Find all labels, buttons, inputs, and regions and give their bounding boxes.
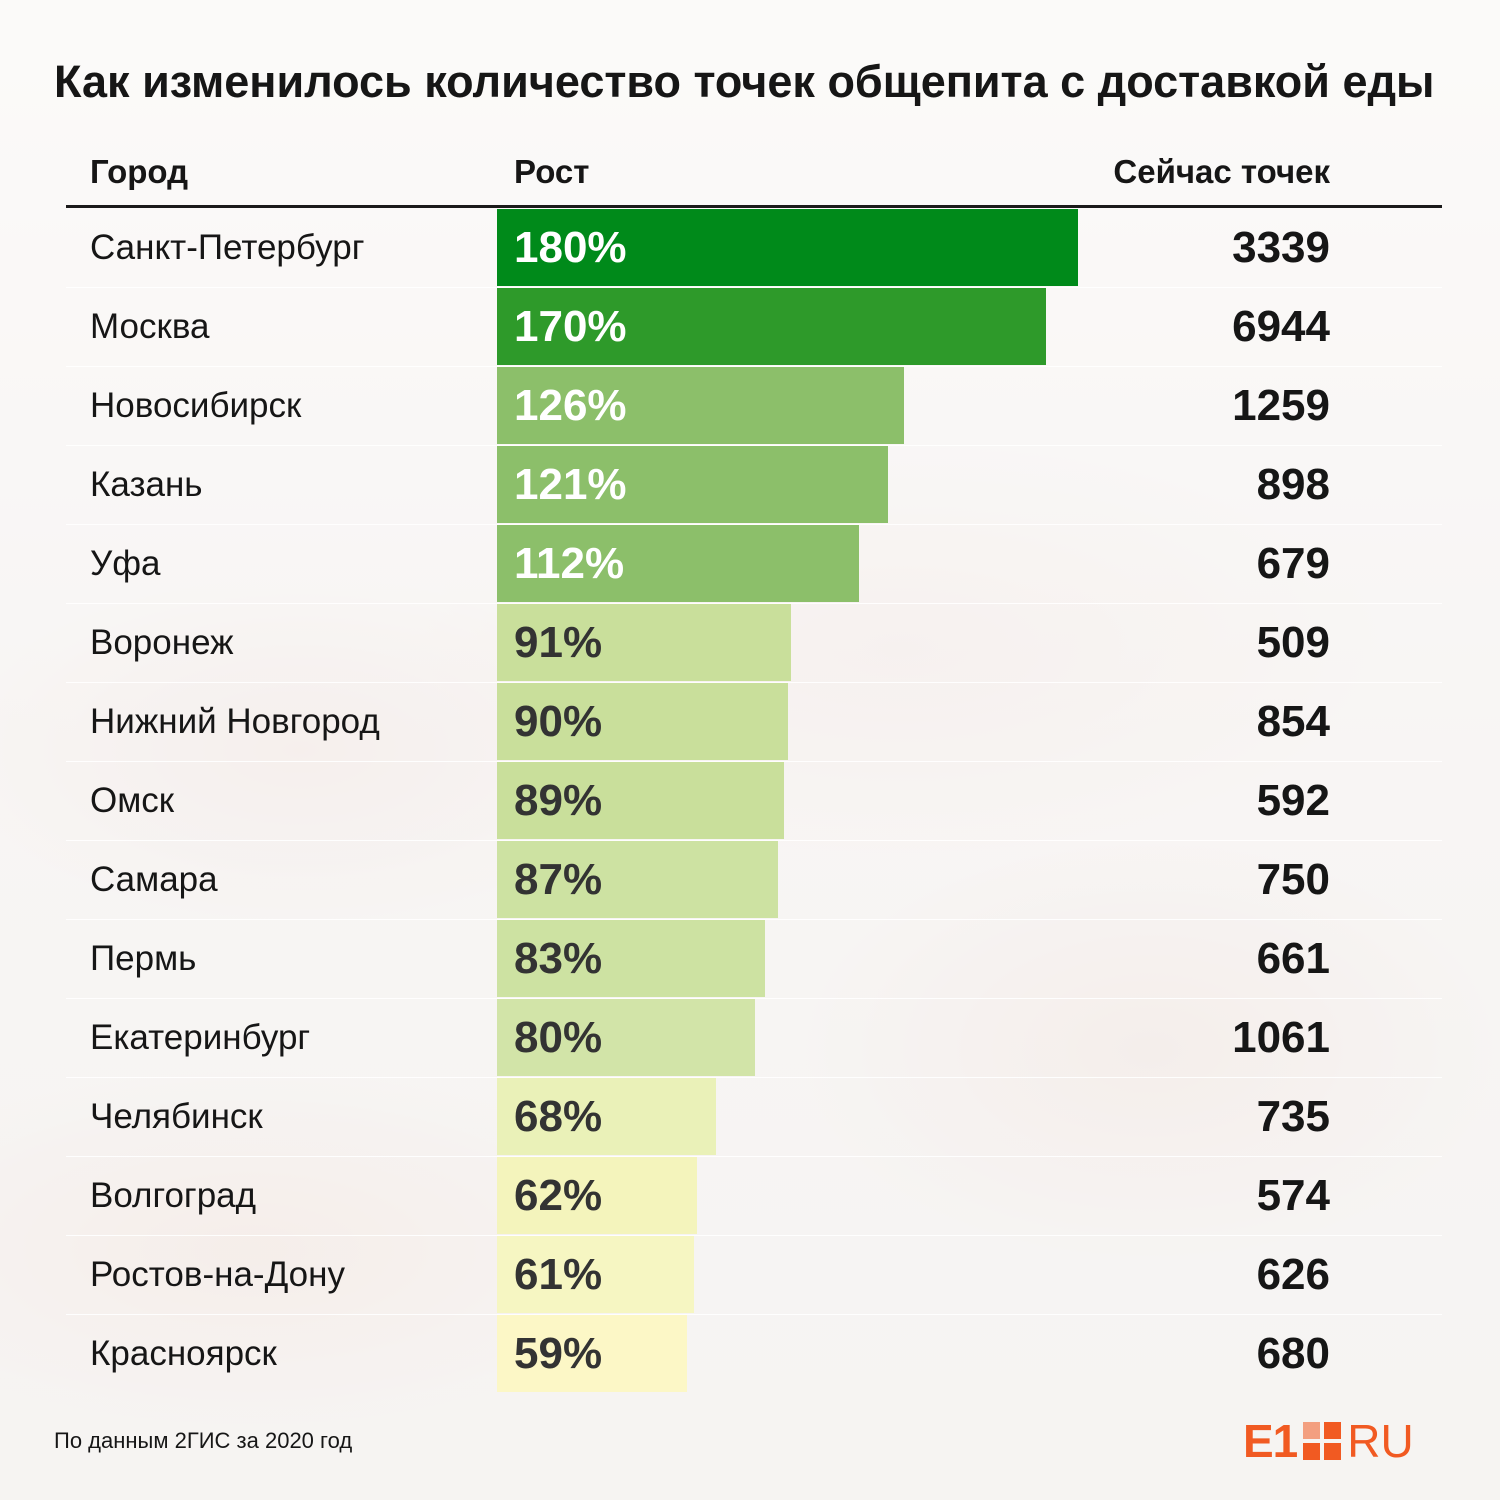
growth-bar: [497, 762, 785, 839]
city-label: Челябинск: [90, 1097, 263, 1136]
row-divider: [66, 524, 1442, 525]
city-label: Воронеж: [90, 623, 234, 662]
count-value: 661: [1256, 934, 1330, 983]
city-label: Пермь: [90, 939, 197, 978]
row-divider: [66, 1077, 1442, 1078]
city-label: Омск: [90, 781, 175, 820]
count-value: 574: [1256, 1171, 1330, 1220]
row-divider: [66, 1156, 1442, 1157]
growth-bar: [497, 999, 756, 1076]
growth-label: 180%: [514, 223, 627, 272]
row-divider: [66, 366, 1442, 367]
count-value: 3339: [1232, 223, 1330, 272]
growth-bar: [497, 841, 778, 918]
growth-bar: [497, 1157, 698, 1234]
row-divider: [66, 445, 1442, 446]
growth-bar: [497, 1315, 688, 1392]
count-value: 1061: [1232, 1013, 1330, 1062]
city-label: Красноярск: [90, 1334, 277, 1373]
city-label: Москва: [90, 307, 210, 346]
chart-title: Как изменилось количество точек общепита…: [54, 56, 1435, 107]
city-label: Екатеринбург: [90, 1018, 311, 1057]
source-note: По данным 2ГИС за 2020 год: [54, 1428, 353, 1453]
city-label: Казань: [90, 465, 203, 504]
growth-bar: [497, 209, 1078, 286]
growth-bar: [497, 1236, 694, 1313]
city-label: Самара: [90, 860, 218, 899]
count-value: 6944: [1232, 302, 1330, 351]
growth-bar: [497, 1078, 717, 1155]
city-label: Нижний Новгород: [90, 702, 380, 741]
growth-bar: [497, 525, 859, 602]
count-value: 509: [1256, 618, 1330, 667]
growth-label: 112%: [514, 539, 625, 588]
row-divider: [66, 603, 1442, 604]
logo-ru-text: RU: [1347, 1415, 1414, 1467]
row-divider: [66, 919, 1442, 920]
city-label: Санкт-Петербург: [90, 228, 365, 267]
growth-label: 80%: [514, 1013, 603, 1062]
count-value: 679: [1256, 539, 1330, 588]
growth-bar: [497, 683, 788, 760]
growth-bar: [497, 446, 888, 523]
count-value: 750: [1256, 855, 1330, 904]
column-header-growth: Рост: [514, 153, 590, 190]
growth-bar: [497, 367, 904, 444]
row-divider: [66, 840, 1442, 841]
count-value: 735: [1256, 1092, 1330, 1141]
row-divider: [66, 682, 1442, 683]
row-divider: [66, 1314, 1442, 1315]
growth-label: 90%: [514, 697, 603, 746]
row-divider: [66, 761, 1442, 762]
growth-label: 126%: [514, 381, 627, 430]
count-value: 626: [1256, 1250, 1330, 1299]
count-value: 898: [1256, 460, 1330, 509]
growth-label: 61%: [514, 1250, 603, 1299]
e1-logo: E1 RU: [1243, 1418, 1414, 1464]
growth-label: 91%: [514, 618, 603, 667]
growth-label: 62%: [514, 1171, 603, 1220]
city-label: Новосибирск: [90, 386, 302, 425]
count-value: 854: [1256, 697, 1330, 746]
count-value: 680: [1256, 1329, 1330, 1378]
growth-label: 170%: [514, 302, 627, 351]
row-divider: [66, 998, 1442, 999]
growth-label: 68%: [514, 1092, 603, 1141]
city-label: Уфа: [90, 544, 161, 583]
city-label: Ростов-на-Дону: [90, 1255, 345, 1294]
logo-e1-text: E1: [1243, 1415, 1298, 1467]
growth-label: 121%: [514, 460, 627, 509]
growth-label: 83%: [514, 934, 603, 983]
logo-square-icon: [1303, 1422, 1342, 1460]
growth-bar: [497, 920, 765, 997]
city-label: Волгоград: [90, 1176, 257, 1215]
row-divider: [66, 1235, 1442, 1236]
growth-label: 87%: [514, 855, 603, 904]
header-divider: [66, 205, 1442, 208]
column-header-count: Сейчас точек: [1113, 153, 1330, 190]
row-divider: [66, 287, 1442, 288]
count-value: 592: [1256, 776, 1330, 825]
growth-label: 59%: [514, 1329, 603, 1378]
growth-label: 89%: [514, 776, 603, 825]
growth-bar: [497, 604, 791, 681]
column-header-city: Город: [90, 153, 189, 190]
count-value: 1259: [1232, 381, 1330, 430]
growth-bar: [497, 288, 1046, 365]
